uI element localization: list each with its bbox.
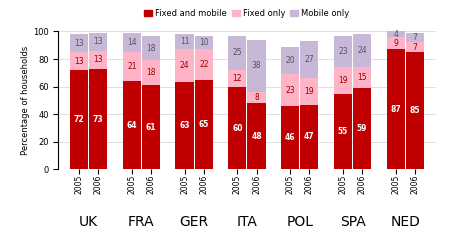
Text: 65: 65 — [198, 120, 209, 129]
Text: 14: 14 — [127, 38, 136, 47]
Text: 12: 12 — [233, 74, 242, 83]
Bar — [89, 69, 107, 169]
Bar — [406, 43, 424, 52]
Text: 61: 61 — [146, 123, 156, 132]
Y-axis label: Percentage of households: Percentage of households — [21, 46, 30, 155]
Bar — [195, 80, 213, 169]
Bar — [123, 81, 141, 169]
Text: 85: 85 — [409, 106, 420, 115]
Text: 24: 24 — [357, 46, 367, 55]
Text: 13: 13 — [93, 37, 103, 46]
Text: 23: 23 — [285, 86, 295, 95]
Text: 9: 9 — [393, 39, 398, 48]
Text: 13: 13 — [74, 57, 84, 66]
Bar — [247, 103, 266, 169]
Bar — [123, 52, 141, 81]
Text: 38: 38 — [252, 61, 261, 70]
Bar — [281, 106, 299, 169]
Text: 55: 55 — [338, 127, 348, 136]
Bar — [300, 41, 318, 78]
Bar — [123, 33, 141, 52]
Text: 47: 47 — [304, 132, 315, 142]
Bar — [228, 36, 247, 70]
Bar — [334, 36, 352, 67]
Text: 19: 19 — [304, 87, 314, 96]
Bar — [228, 70, 247, 87]
Text: 25: 25 — [233, 48, 242, 57]
Bar — [281, 74, 299, 106]
Bar — [70, 34, 88, 52]
Text: 23: 23 — [338, 47, 348, 56]
Text: 46: 46 — [285, 133, 295, 142]
Text: 64: 64 — [127, 121, 137, 130]
Bar — [406, 33, 424, 43]
Text: 7: 7 — [413, 43, 417, 52]
Bar — [89, 33, 107, 51]
Text: 13: 13 — [74, 39, 84, 48]
Bar — [247, 92, 266, 103]
Text: 60: 60 — [232, 123, 242, 133]
Text: 8: 8 — [254, 93, 259, 102]
Bar — [281, 47, 299, 74]
Bar — [300, 105, 318, 169]
Bar — [70, 52, 88, 70]
Bar — [334, 94, 352, 169]
Text: 22: 22 — [199, 60, 208, 69]
Text: 21: 21 — [127, 62, 136, 71]
Text: 19: 19 — [338, 76, 348, 85]
Bar — [387, 37, 405, 49]
Text: 11: 11 — [180, 37, 189, 46]
Text: 59: 59 — [357, 124, 367, 133]
Bar — [300, 78, 318, 105]
Text: 13: 13 — [93, 55, 103, 64]
Bar — [228, 87, 247, 169]
Bar — [70, 70, 88, 169]
Text: 87: 87 — [390, 105, 401, 114]
Bar — [387, 31, 405, 37]
Bar — [176, 83, 194, 169]
Bar — [353, 34, 371, 67]
Bar — [142, 36, 160, 60]
Text: 27: 27 — [304, 55, 314, 64]
Bar — [247, 40, 266, 92]
Bar — [142, 60, 160, 85]
Legend: Fixed and mobile, Fixed only, Mobile only: Fixed and mobile, Fixed only, Mobile onl… — [141, 5, 353, 21]
Text: 20: 20 — [285, 56, 295, 65]
Bar — [195, 36, 213, 49]
Bar — [334, 67, 352, 94]
Text: 10: 10 — [199, 38, 209, 47]
Bar — [176, 34, 194, 49]
Text: 15: 15 — [357, 73, 367, 82]
Bar — [353, 67, 371, 88]
Text: 18: 18 — [146, 68, 156, 77]
Bar — [176, 49, 194, 83]
Text: 18: 18 — [146, 44, 156, 53]
Bar — [387, 49, 405, 169]
Text: 7: 7 — [413, 33, 417, 42]
Bar — [142, 85, 160, 169]
Text: 63: 63 — [179, 121, 190, 130]
Bar — [89, 51, 107, 69]
Text: 72: 72 — [74, 115, 84, 124]
Text: 48: 48 — [251, 132, 262, 141]
Bar — [353, 88, 371, 169]
Text: 4: 4 — [393, 30, 398, 39]
Text: 24: 24 — [180, 61, 189, 70]
Text: 73: 73 — [93, 114, 104, 124]
Bar — [195, 49, 213, 80]
Bar — [406, 52, 424, 169]
